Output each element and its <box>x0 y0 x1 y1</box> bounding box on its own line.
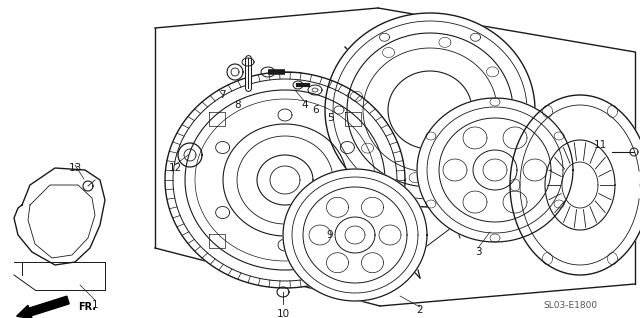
Text: SL03-E1800: SL03-E1800 <box>543 301 597 309</box>
Text: 12: 12 <box>168 163 182 173</box>
FancyArrow shape <box>17 296 69 318</box>
Polygon shape <box>510 95 640 275</box>
Text: 9: 9 <box>326 230 333 240</box>
Text: 11: 11 <box>593 140 607 150</box>
Text: 5: 5 <box>326 113 333 123</box>
Polygon shape <box>417 98 573 242</box>
Text: 1: 1 <box>92 300 99 310</box>
Polygon shape <box>283 169 427 301</box>
Text: 10: 10 <box>276 309 289 318</box>
Text: FR.: FR. <box>78 302 96 312</box>
Polygon shape <box>165 72 405 288</box>
Polygon shape <box>325 13 535 207</box>
Text: 2: 2 <box>417 305 423 315</box>
Text: 8: 8 <box>235 100 241 110</box>
Text: 13: 13 <box>68 163 82 173</box>
Text: 7: 7 <box>219 90 225 100</box>
Text: 4: 4 <box>301 100 308 110</box>
Text: 6: 6 <box>313 105 319 115</box>
Text: 3: 3 <box>475 247 481 257</box>
